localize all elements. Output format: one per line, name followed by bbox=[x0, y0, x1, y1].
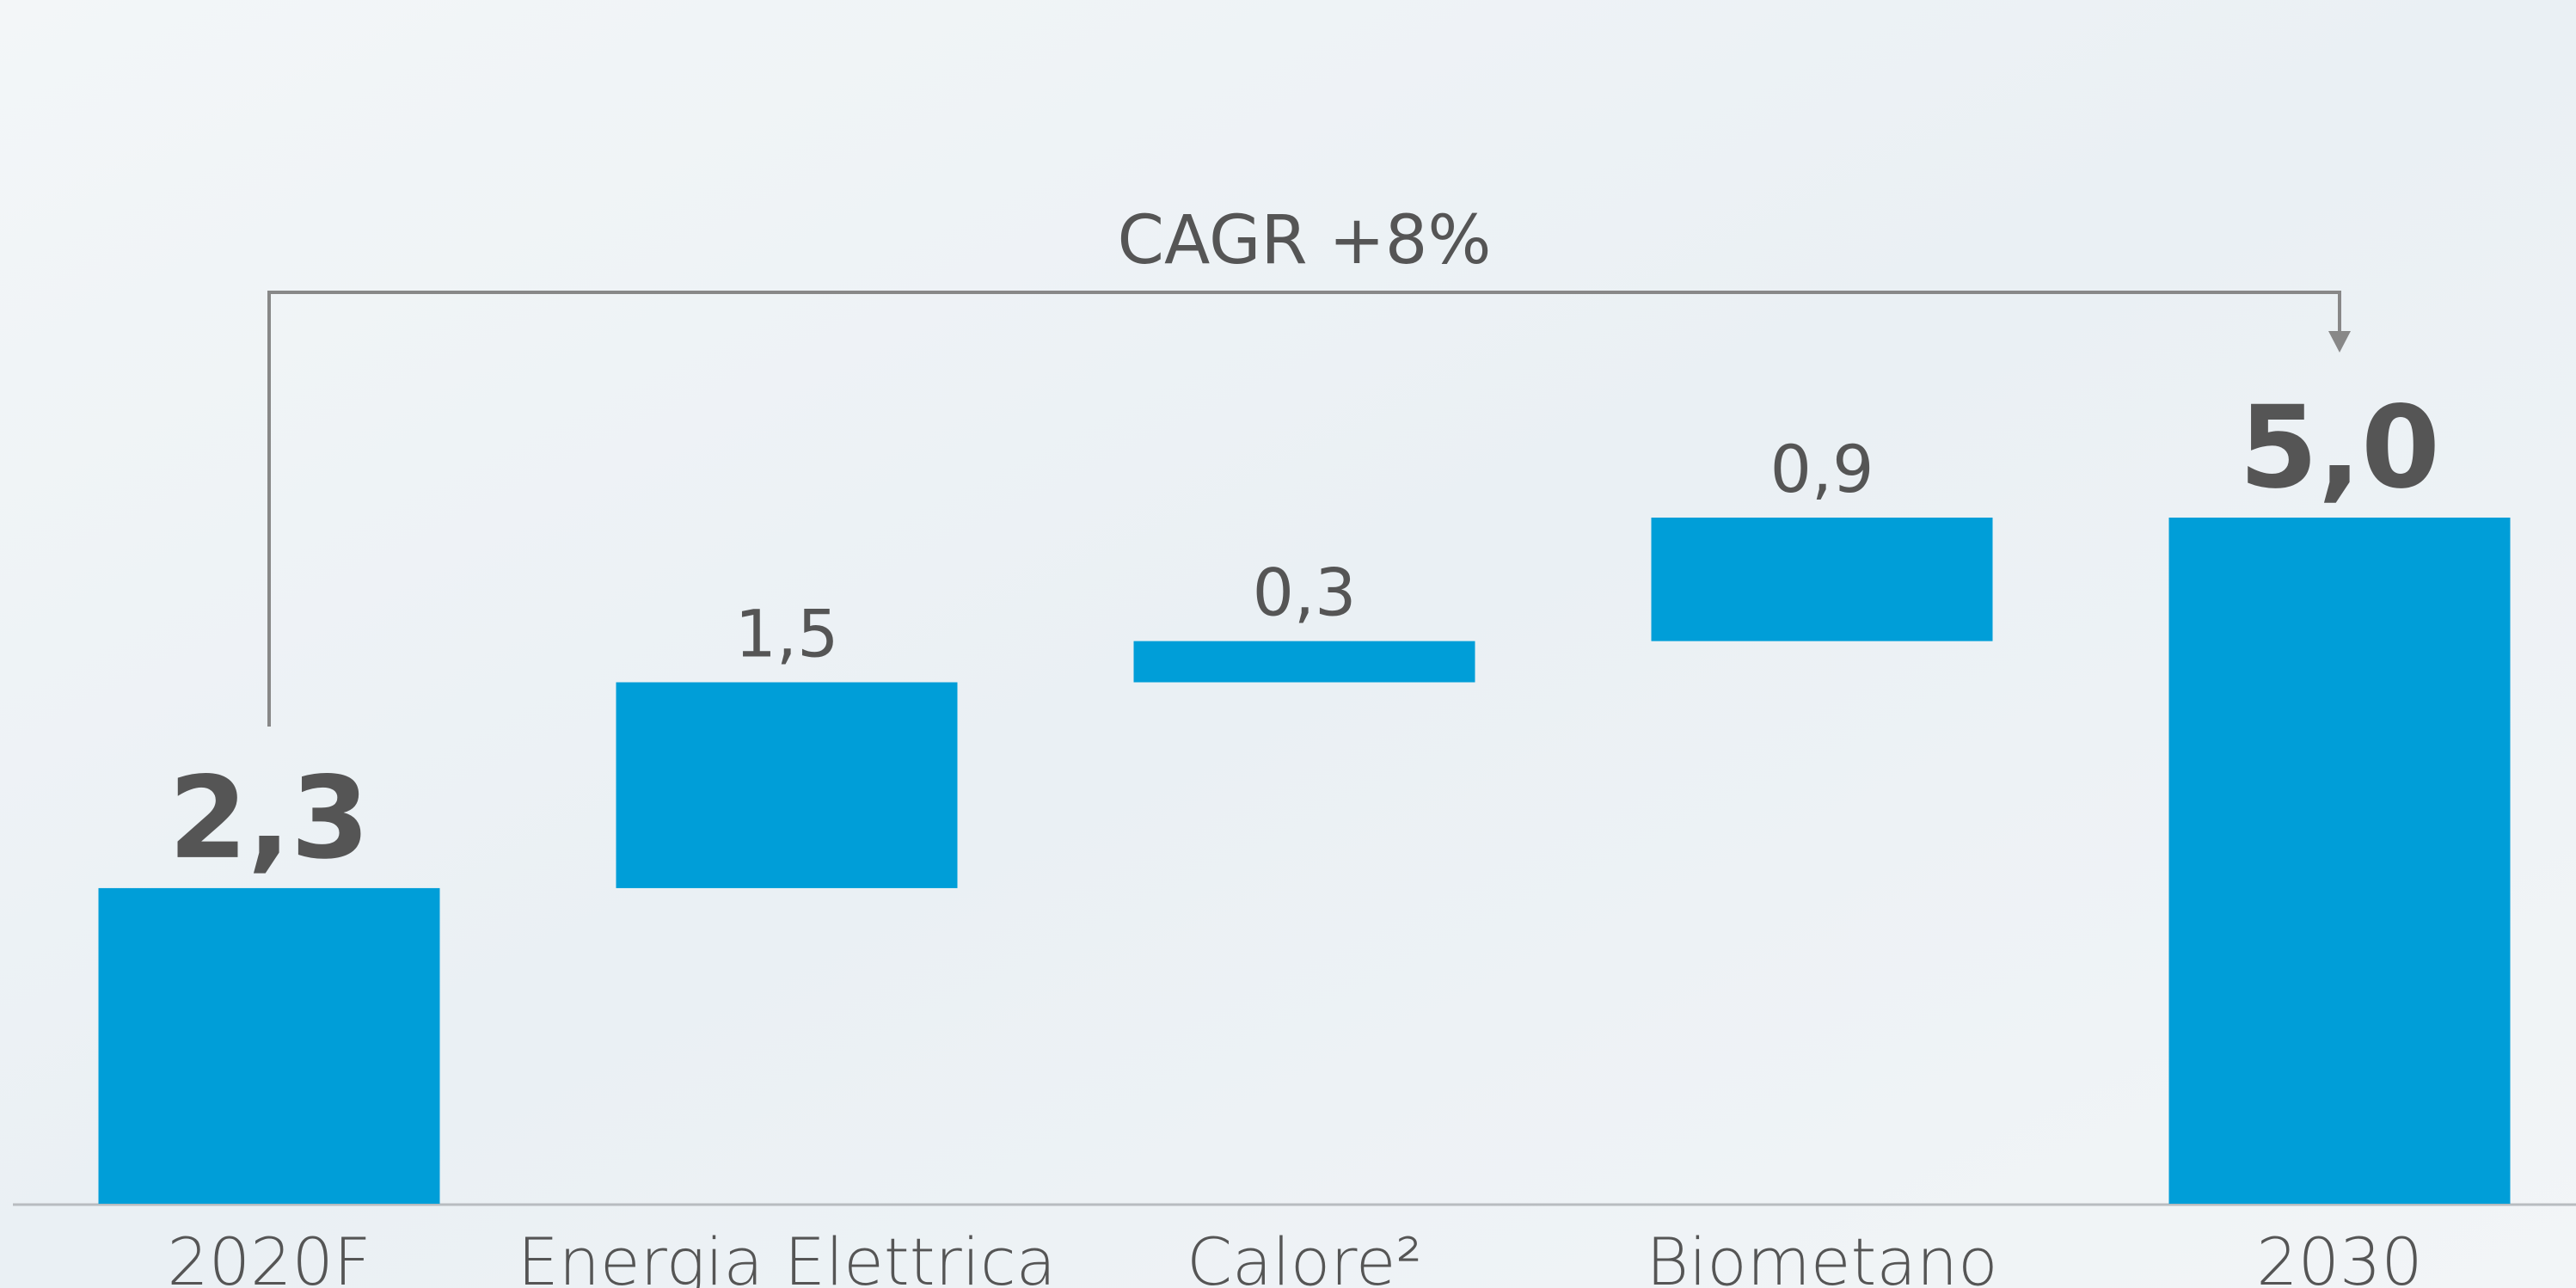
value-label: 0,9 bbox=[1770, 431, 1874, 507]
bar bbox=[1133, 641, 1475, 683]
annotation: CAGR +8% bbox=[1118, 202, 1492, 279]
x-tick-label: Calore² bbox=[1187, 1224, 1422, 1288]
x-tick-label: Biometano bbox=[1646, 1224, 1997, 1288]
value-label: 5,0 bbox=[2239, 382, 2440, 514]
cagr-arrowhead bbox=[2328, 331, 2351, 353]
x-tick-label: Energia Elettrica bbox=[518, 1224, 1057, 1288]
bar bbox=[98, 887, 440, 1204]
cagr-bracket bbox=[267, 291, 2341, 727]
x-tick-label: 2020F bbox=[167, 1224, 371, 1288]
bar bbox=[616, 682, 958, 888]
value-label: 0,3 bbox=[1253, 555, 1357, 631]
x-tick-label: 2030 bbox=[2256, 1224, 2422, 1288]
bar bbox=[1651, 518, 1993, 641]
value-label: 2,3 bbox=[169, 752, 370, 885]
bar bbox=[2168, 518, 2511, 1204]
value-label: 1,5 bbox=[735, 596, 839, 672]
